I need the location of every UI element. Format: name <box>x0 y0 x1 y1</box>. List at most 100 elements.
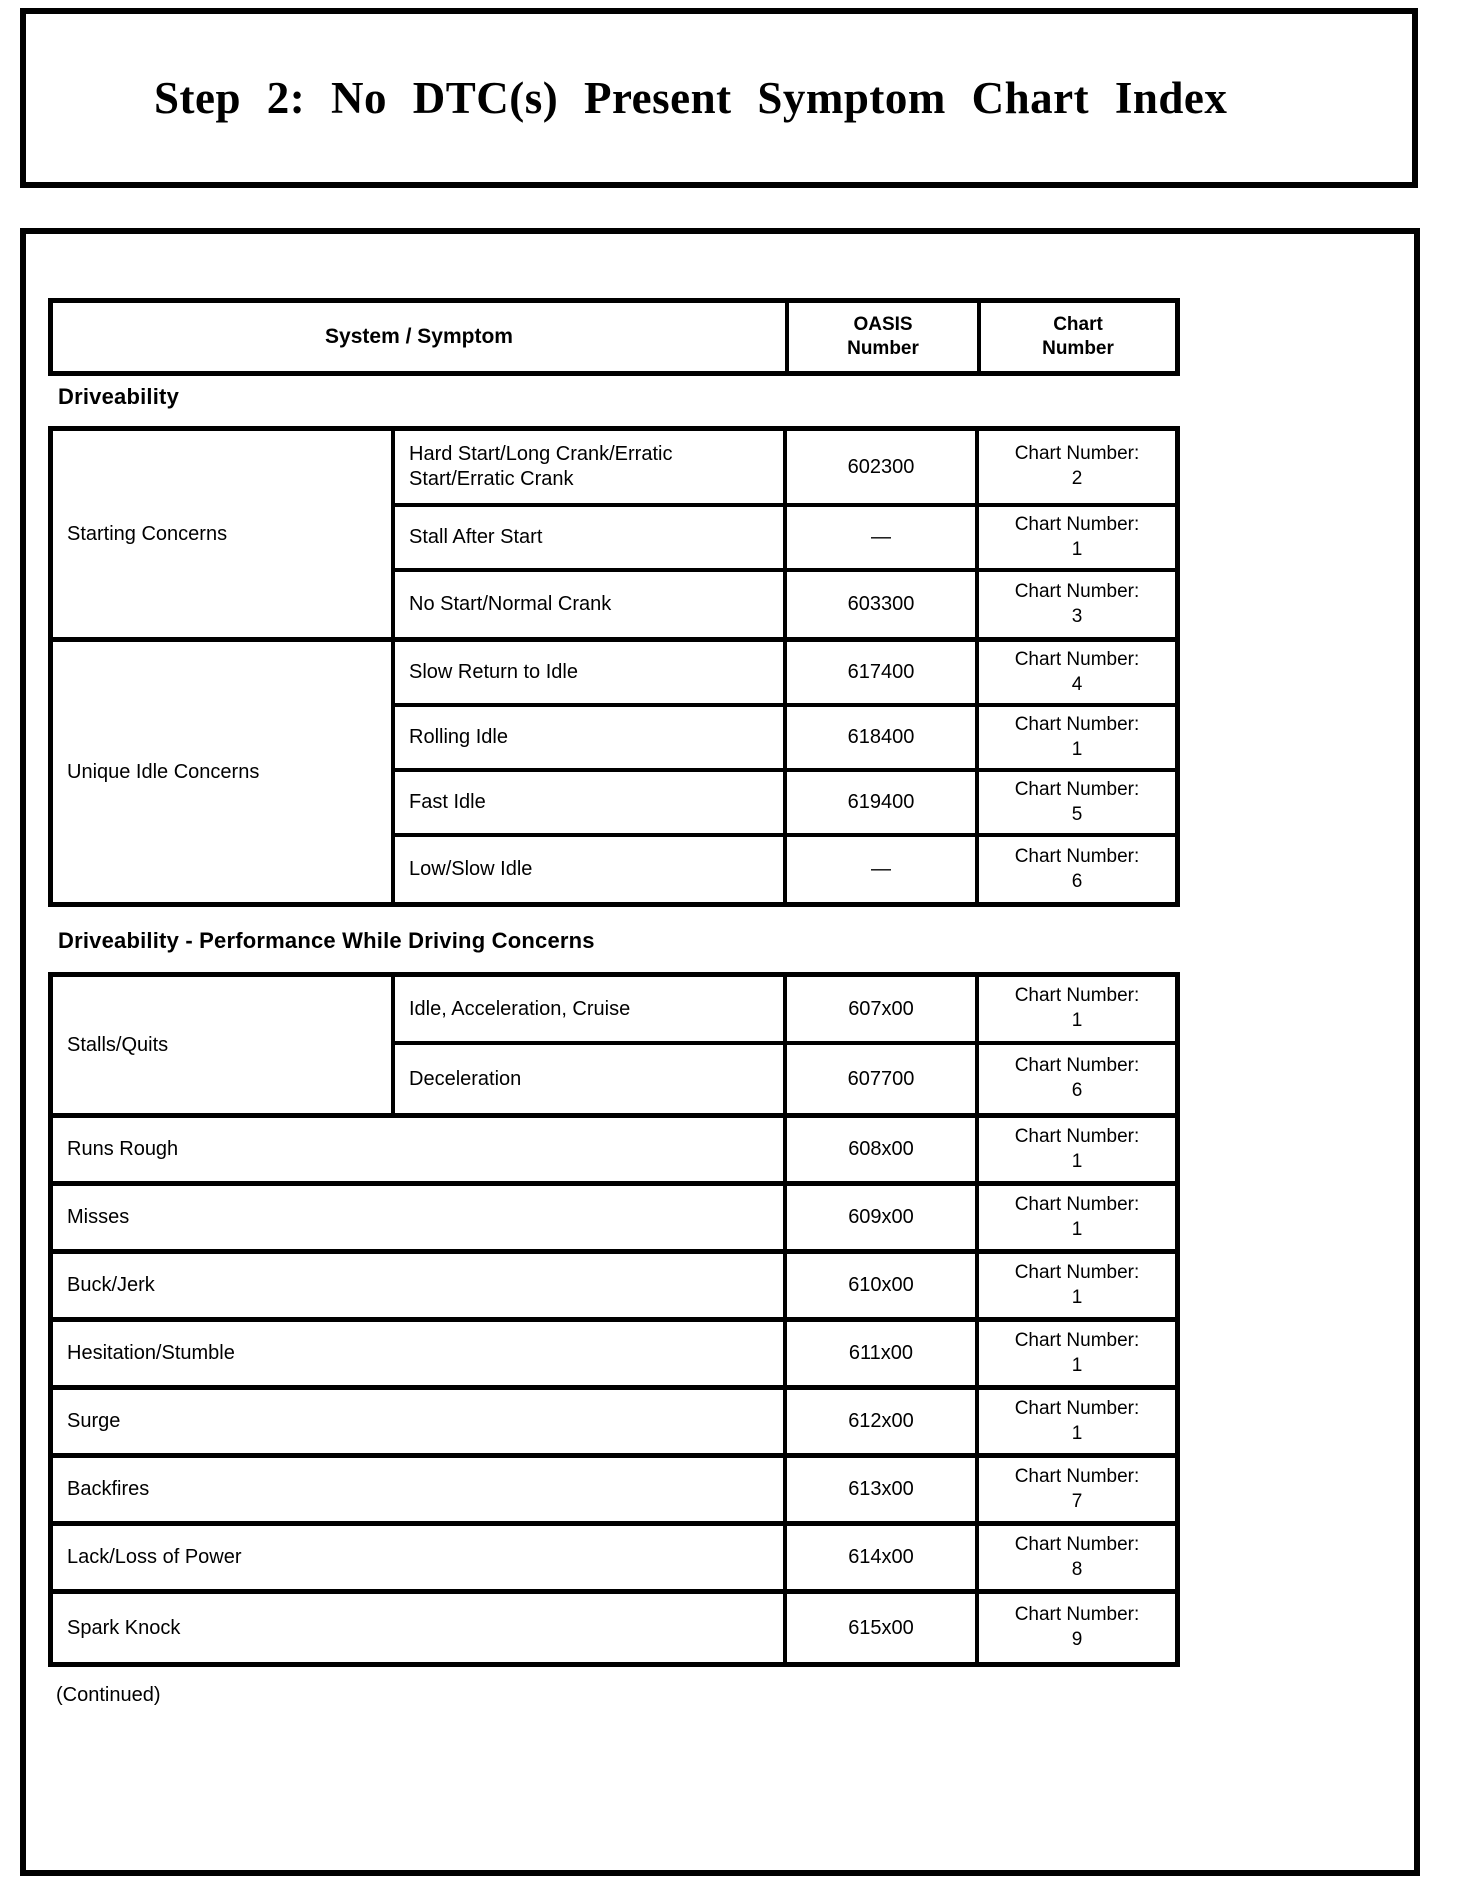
oasis-number-cell: 618400 <box>787 707 979 768</box>
header-chart-line1: Chart <box>1053 314 1103 336</box>
oasis-number-cell: 609x00 <box>787 1186 979 1249</box>
table-row: Low/Slow Idle — Chart Number: 6 <box>395 837 1175 902</box>
chart-number-cell: Chart Number: 1 <box>979 507 1175 568</box>
chart-number-label: Chart Number: <box>1014 443 1140 465</box>
chart-number-cell: Chart Number: 9 <box>979 1594 1175 1662</box>
oasis-number-cell: 607700 <box>787 1045 979 1113</box>
chart-number-cell: Chart Number: 1 <box>979 1254 1175 1317</box>
chart-number-label: Chart Number: <box>1014 1397 1140 1419</box>
oasis-number-cell: — <box>787 837 979 902</box>
chart-number-value: 5 <box>1071 803 1083 825</box>
symptom-cell: Deceleration <box>395 1045 787 1113</box>
oasis-number-cell: 613x00 <box>787 1458 979 1521</box>
chart-number-cell: Chart Number: 6 <box>979 837 1175 902</box>
table-row: Stall After Start — Chart Number: 1 <box>395 507 1175 572</box>
symptom-cell: Spark Knock <box>53 1594 787 1662</box>
column-header-chart-number: Chart Number <box>981 303 1175 371</box>
column-header-oasis-number: OASIS Number <box>789 303 981 371</box>
oasis-number-cell: 619400 <box>787 772 979 833</box>
chart-number-cell: Chart Number: 1 <box>979 1186 1175 1249</box>
table-row: Buck/Jerk 610x00 Chart Number: 1 <box>53 1254 1175 1322</box>
table-row: Fast Idle 619400 Chart Number: 5 <box>395 772 1175 837</box>
chart-number-cell: Chart Number: 1 <box>979 977 1175 1041</box>
chart-number-value: 1 <box>1071 738 1083 760</box>
oasis-number-cell: 608x00 <box>787 1118 979 1181</box>
chart-number-value: 8 <box>1071 1558 1083 1580</box>
chart-number-label: Chart Number: <box>1014 1533 1140 1555</box>
header-oasis-line2: Number <box>847 338 919 359</box>
symptom-cell: Hesitation/Stumble <box>53 1322 787 1385</box>
group-label: Unique Idle Concerns <box>53 642 395 902</box>
driveability-table: Starting Concerns Hard Start/Long Crank/… <box>48 426 1180 907</box>
table-row: Backfires 613x00 Chart Number: 7 <box>53 1458 1175 1526</box>
table-row: Surge 612x00 Chart Number: 1 <box>53 1390 1175 1458</box>
section-heading-driveability: Driveability <box>58 384 180 409</box>
column-header-system-symptom: System / Symptom <box>53 303 789 371</box>
chart-number-cell: Chart Number: 1 <box>979 1390 1175 1453</box>
section-heading-performance-while-driving: Driveability - Performance While Driving… <box>58 928 595 953</box>
table-row: Lack/Loss of Power 614x00 Chart Number: … <box>53 1526 1175 1594</box>
symptom-cell: Rolling Idle <box>395 707 787 768</box>
symptom-cell: Idle, Acceleration, Cruise <box>395 977 787 1041</box>
symptom-cell: Low/Slow Idle <box>395 837 787 902</box>
chart-number-cell: Chart Number: 5 <box>979 772 1175 833</box>
symptom-cell: Surge <box>53 1390 787 1453</box>
table-row: Misses 609x00 Chart Number: 1 <box>53 1186 1175 1254</box>
chart-number-label: Chart Number: <box>1014 580 1140 602</box>
symptom-cell: Slow Return to Idle <box>395 642 787 703</box>
chart-number-value: 6 <box>1071 870 1083 892</box>
oasis-number-cell: 615x00 <box>787 1594 979 1662</box>
symptom-cell: Hard Start/Long Crank/Erratic Start/Erra… <box>395 431 787 503</box>
chart-number-label: Chart Number: <box>1014 713 1140 735</box>
oasis-number-cell: 617400 <box>787 642 979 703</box>
oasis-number-cell: 614x00 <box>787 1526 979 1589</box>
header-chart-line2: Number <box>1042 338 1114 359</box>
chart-number-value: 7 <box>1071 1490 1083 1512</box>
group-starting-concerns: Starting Concerns Hard Start/Long Crank/… <box>53 431 1175 642</box>
chart-number-cell: Chart Number: 1 <box>979 1118 1175 1181</box>
oasis-number-cell: 612x00 <box>787 1390 979 1453</box>
chart-number-label: Chart Number: <box>1014 1055 1140 1077</box>
symptom-cell: Misses <box>53 1186 787 1249</box>
oasis-number-cell: 602300 <box>787 431 979 503</box>
table-row: No Start/Normal Crank 603300 Chart Numbe… <box>395 572 1175 637</box>
chart-number-value: 2 <box>1071 468 1083 489</box>
chart-number-label: Chart Number: <box>1014 1193 1140 1215</box>
group-label: Stalls/Quits <box>53 977 395 1113</box>
chart-number-label: Chart Number: <box>1014 1465 1140 1487</box>
table-row: Spark Knock 615x00 Chart Number: 9 <box>53 1594 1175 1662</box>
page-title: Step 2: No DTC(s) Present Symptom Chart … <box>154 73 1228 123</box>
chart-number-value: 1 <box>1071 1010 1083 1031</box>
oasis-number-cell: — <box>787 507 979 568</box>
table-row: Slow Return to Idle 617400 Chart Number:… <box>395 642 1175 707</box>
table-row: Rolling Idle 618400 Chart Number: 1 <box>395 707 1175 772</box>
chart-number-cell: Chart Number: 7 <box>979 1458 1175 1521</box>
chart-number-cell: Chart Number: 1 <box>979 707 1175 768</box>
chart-number-value: 1 <box>1071 1422 1083 1444</box>
chart-number-cell: Chart Number: 6 <box>979 1045 1175 1113</box>
chart-number-label: Chart Number: <box>1014 648 1140 670</box>
symptom-cell: Lack/Loss of Power <box>53 1526 787 1589</box>
table-header-row: System / Symptom OASIS Number Chart Numb… <box>48 298 1180 376</box>
chart-number-label: Chart Number: <box>1014 778 1140 800</box>
group-unique-idle-concerns: Unique Idle Concerns Slow Return to Idle… <box>53 642 1175 902</box>
chart-number-cell: Chart Number: 4 <box>979 642 1175 703</box>
symptom-cell: Runs Rough <box>53 1118 787 1181</box>
table-row: Idle, Acceleration, Cruise 607x00 Chart … <box>395 977 1175 1045</box>
chart-number-value: 1 <box>1071 1286 1083 1308</box>
chart-number-cell: Chart Number: 3 <box>979 572 1175 637</box>
table-row: Deceleration 607700 Chart Number: 6 <box>395 1045 1175 1113</box>
table-row: Hesitation/Stumble 611x00 Chart Number: … <box>53 1322 1175 1390</box>
symptom-cell: Fast Idle <box>395 772 787 833</box>
chart-number-value: 4 <box>1071 673 1083 695</box>
chart-number-cell: Chart Number: 8 <box>979 1526 1175 1589</box>
chart-number-label: Chart Number: <box>1014 1604 1140 1626</box>
chart-number-value: 3 <box>1071 605 1083 627</box>
chart-number-label: Chart Number: <box>1014 985 1140 1007</box>
chart-number-label: Chart Number: <box>1014 845 1140 867</box>
table-row: Runs Rough 608x00 Chart Number: 1 <box>53 1118 1175 1186</box>
chart-number-value: 1 <box>1071 1218 1083 1240</box>
oasis-number-cell: 603300 <box>787 572 979 637</box>
oasis-number-cell: 610x00 <box>787 1254 979 1317</box>
chart-number-value: 1 <box>1071 538 1083 560</box>
